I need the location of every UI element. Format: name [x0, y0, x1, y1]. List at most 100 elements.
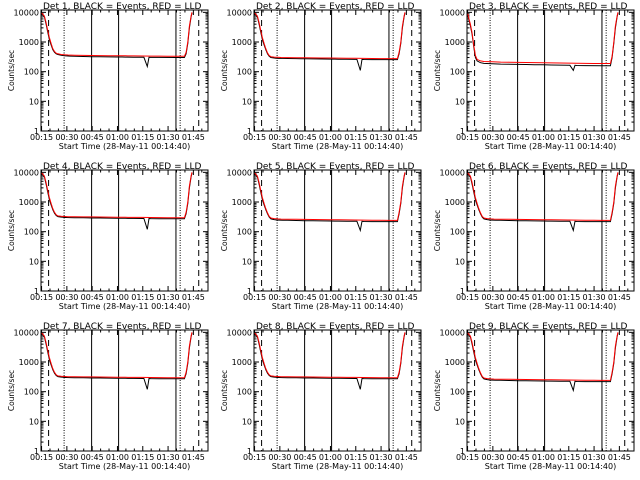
- plot-frame: [40, 169, 209, 292]
- x-tick-label: 01:30: [370, 133, 393, 142]
- y-axis-label: Counts/sec: [220, 370, 229, 411]
- plot-frame: [466, 169, 635, 292]
- y-tick-label: 1000: [445, 38, 465, 47]
- x-tick-label: 01:15: [131, 293, 154, 302]
- x-axis-label: Start Time (28-May-11 00:14:40): [59, 142, 190, 151]
- y-tick-label: 10: [29, 97, 39, 106]
- y-tick-label: 10: [29, 417, 39, 426]
- plot-frame: [40, 329, 209, 452]
- x-tick-label: 00:45: [507, 453, 530, 462]
- y-tick-label: 100: [450, 228, 465, 237]
- x-tick-label: 01:30: [157, 453, 180, 462]
- y-tick-label: 1: [460, 127, 465, 136]
- y-tick-label: 10000: [227, 328, 252, 337]
- x-tick-label: 00:30: [55, 133, 78, 142]
- y-tick-label: 100: [237, 388, 252, 397]
- x-tick-label: 01:45: [608, 453, 631, 462]
- y-tick-label: 100: [237, 228, 252, 237]
- x-tick-label: 01:45: [395, 133, 418, 142]
- y-tick-label: 1000: [445, 358, 465, 367]
- y-tick-label: 10: [242, 97, 252, 106]
- x-tick-label: 00:45: [294, 453, 317, 462]
- x-tick-label: 00:15: [30, 133, 53, 142]
- x-tick-label: 01:45: [395, 293, 418, 302]
- x-tick-label: 00:30: [481, 293, 504, 302]
- y-tick-label: 1000: [232, 198, 252, 207]
- x-tick-label: 01:00: [319, 293, 342, 302]
- y-tick-label: 10: [455, 97, 465, 106]
- panel-title: Det 9, BLACK = Events, RED = LLD: [469, 322, 628, 332]
- y-tick-label: 1: [34, 447, 39, 456]
- y-tick-label: 10000: [227, 8, 252, 17]
- plot-frame: [253, 329, 422, 452]
- y-tick-label: 10000: [14, 168, 39, 177]
- x-tick-label: 00:30: [55, 453, 78, 462]
- x-axis-label: Start Time (28-May-11 00:14:40): [59, 462, 190, 471]
- lld-rate-line: [254, 12, 406, 60]
- events-rate-line: [467, 332, 619, 393]
- x-tick-label: 01:15: [344, 453, 367, 462]
- x-axis-label: Start Time (28-May-11 00:14:40): [485, 142, 616, 151]
- panel-title: Det 2, BLACK = Events, RED = LLD: [256, 2, 415, 12]
- x-tick-label: 01:15: [557, 293, 580, 302]
- panel-det-5: Det 5, BLACK = Events, RED = LLD 1 10 100 10…: [220, 162, 422, 311]
- panel-title: Det 5, BLACK = Events, RED = LLD: [256, 162, 415, 172]
- y-axis-label: Counts/sec: [7, 50, 16, 91]
- lld-rate-line: [254, 332, 406, 379]
- x-tick-label: 01:45: [182, 133, 205, 142]
- x-tick-label: 00:15: [456, 453, 479, 462]
- y-tick-label: 1: [247, 447, 252, 456]
- x-tick-label: 00:45: [81, 453, 104, 462]
- y-axis-label: Counts/sec: [220, 210, 229, 251]
- x-tick-label: 01:15: [131, 133, 154, 142]
- x-tick-label: 01:00: [106, 453, 129, 462]
- panel-det-2: Det 2, BLACK = Events, RED = LLD 1 10 100 10…: [220, 2, 422, 151]
- lld-rate-line: [467, 12, 619, 64]
- y-tick-label: 1000: [19, 198, 39, 207]
- panel-title: Det 1, BLACK = Events, RED = LLD: [43, 2, 202, 12]
- plot-frame: [466, 329, 635, 452]
- x-tick-label: 01:30: [370, 293, 393, 302]
- x-tick-label: 01:45: [608, 133, 631, 142]
- x-tick-label: 00:15: [456, 133, 479, 142]
- x-tick-label: 00:30: [481, 133, 504, 142]
- y-axis-label: Counts/sec: [433, 210, 442, 251]
- y-tick-label: 10000: [14, 8, 39, 17]
- x-tick-label: 01:00: [319, 133, 342, 142]
- y-tick-label: 1: [460, 447, 465, 456]
- x-tick-label: 01:00: [319, 453, 342, 462]
- lld-rate-line: [41, 332, 193, 379]
- x-axis-label: Start Time (28-May-11 00:14:40): [59, 302, 190, 311]
- y-tick-label: 1000: [232, 38, 252, 47]
- x-tick-label: 00:15: [456, 293, 479, 302]
- lld-rate-line: [41, 172, 193, 219]
- x-tick-label: 01:15: [344, 133, 367, 142]
- y-tick-label: 10: [242, 257, 252, 266]
- y-tick-label: 1000: [232, 358, 252, 367]
- plot-frame: [253, 9, 422, 132]
- panel-det-3: Det 3, BLACK = Events, RED = LLD 1 10 100 10…: [433, 2, 635, 151]
- y-tick-label: 10000: [14, 328, 39, 337]
- y-tick-label: 10000: [440, 8, 465, 17]
- x-tick-label: 01:45: [608, 293, 631, 302]
- x-axis-label: Start Time (28-May-11 00:14:40): [272, 142, 403, 151]
- x-axis-label: Start Time (28-May-11 00:14:40): [272, 302, 403, 311]
- y-tick-label: 10: [242, 417, 252, 426]
- x-tick-label: 01:15: [131, 453, 154, 462]
- x-tick-label: 00:15: [30, 293, 53, 302]
- panel-det-8: Det 8, BLACK = Events, RED = LLD 1 10 100 10…: [220, 322, 422, 471]
- x-tick-label: 01:15: [557, 133, 580, 142]
- x-tick-label: 01:00: [532, 133, 555, 142]
- x-axis-label: Start Time (28-May-11 00:14:40): [485, 302, 616, 311]
- x-tick-label: 01:00: [532, 453, 555, 462]
- x-tick-label: 01:15: [344, 293, 367, 302]
- panel-title: Det 4, BLACK = Events, RED = LLD: [43, 162, 202, 172]
- y-tick-label: 1: [34, 127, 39, 136]
- panel-title: Det 7, BLACK = Events, RED = LLD: [43, 322, 202, 332]
- x-tick-label: 01:00: [106, 293, 129, 302]
- y-tick-label: 10000: [440, 328, 465, 337]
- y-axis-label: Counts/sec: [7, 210, 16, 251]
- x-tick-label: 01:15: [557, 453, 580, 462]
- x-axis-label: Start Time (28-May-11 00:14:40): [272, 462, 403, 471]
